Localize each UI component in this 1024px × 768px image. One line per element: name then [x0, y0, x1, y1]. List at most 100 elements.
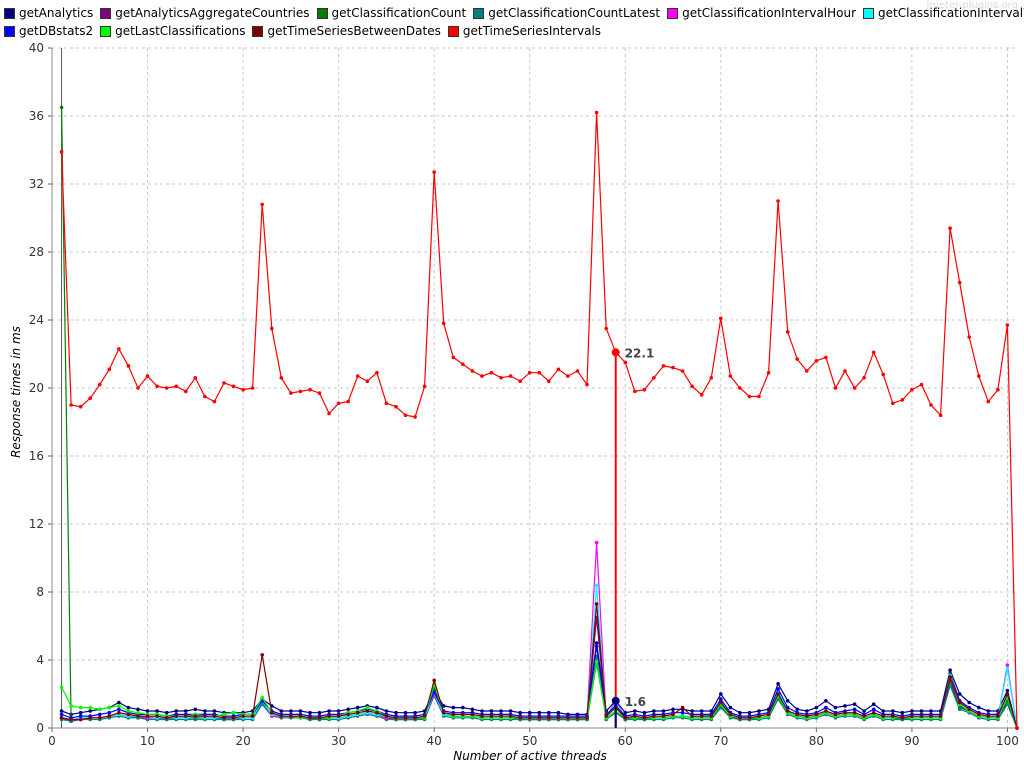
- data-point: [193, 707, 198, 712]
- data-point: [250, 714, 255, 718]
- data-point: [355, 710, 360, 715]
- data-point: [757, 714, 761, 718]
- data-point: [556, 710, 561, 715]
- data-point: [88, 705, 92, 710]
- data-point: [346, 712, 351, 717]
- data-point: [241, 387, 245, 392]
- legend-label: getAnalyticsAggregateCountries: [115, 6, 310, 20]
- data-point: [155, 384, 159, 389]
- data-point: [489, 370, 494, 375]
- data-point: [738, 386, 742, 390]
- data-point: [699, 393, 704, 397]
- data-point: [776, 199, 780, 203]
- data-point: [642, 716, 647, 720]
- data-point: [59, 709, 64, 713]
- data-point: [174, 714, 178, 718]
- data-point: [537, 710, 542, 715]
- legend-item-get-classification-interval-hour: getClassificationIntervalHour: [667, 6, 856, 20]
- data-point: [652, 376, 656, 380]
- data-point: [805, 369, 809, 373]
- data-point: [747, 394, 752, 399]
- data-point: [184, 709, 188, 713]
- data-point: [117, 707, 121, 712]
- data-point: [336, 401, 341, 406]
- data-point: [594, 644, 599, 649]
- data-point: [547, 716, 551, 720]
- data-point: [508, 709, 513, 713]
- data-point: [136, 386, 140, 390]
- data-point: [489, 709, 494, 713]
- legend-label: getTimeSeriesIntervals: [462, 24, 602, 38]
- chart-legend: getAnalytics getAnalyticsAggregateCountri…: [4, 4, 1024, 40]
- data-point: [566, 374, 570, 378]
- data-point: [193, 714, 198, 718]
- legend-swatch: [447, 25, 459, 37]
- x-tick-label: 20: [235, 734, 250, 748]
- annotation-label: 22.1: [625, 346, 655, 360]
- data-point: [852, 702, 857, 706]
- data-point: [461, 705, 465, 710]
- x-tick-label: 10: [140, 734, 155, 748]
- data-point: [680, 705, 685, 710]
- data-point: [719, 700, 723, 705]
- data-point: [594, 602, 599, 606]
- data-point: [441, 710, 446, 715]
- legend-label: getDBstats2: [19, 24, 94, 38]
- data-point: [719, 705, 723, 710]
- data-point: [843, 369, 847, 373]
- data-point: [556, 716, 561, 720]
- data-point: [231, 710, 236, 715]
- data-point: [642, 710, 647, 715]
- data-point: [184, 389, 188, 394]
- legend-swatch: [316, 7, 328, 19]
- legend-swatch: [667, 7, 679, 19]
- data-point: [403, 710, 408, 715]
- data-point: [298, 714, 303, 718]
- data-point: [308, 387, 312, 392]
- data-point: [432, 678, 437, 683]
- data-point: [852, 386, 857, 390]
- data-point: [432, 690, 437, 695]
- data-point: [929, 714, 933, 718]
- data-point: [289, 714, 293, 718]
- data-point: [633, 714, 637, 718]
- data-point: [757, 394, 761, 399]
- data-point: [98, 716, 102, 720]
- data-point: [212, 399, 217, 404]
- data-point: [145, 709, 150, 713]
- data-point: [728, 374, 733, 378]
- annotations: 22.1 1.6: [611, 346, 655, 728]
- data-point: [317, 710, 322, 715]
- data-point: [451, 705, 456, 710]
- data-point: [900, 710, 905, 715]
- data-point: [136, 714, 140, 718]
- data-point: [422, 384, 427, 389]
- data-point: [384, 401, 389, 406]
- data-point: [117, 347, 121, 351]
- data-point: [833, 386, 838, 390]
- x-tick-label: 60: [618, 734, 633, 748]
- legend-item-get-analytics: getAnalytics: [4, 6, 93, 20]
- data-point: [671, 712, 675, 717]
- data-point: [996, 714, 1000, 718]
- data-point: [623, 360, 628, 365]
- data-point: [222, 381, 226, 385]
- data-point: [747, 716, 752, 720]
- y-tick-label: 40: [29, 41, 44, 55]
- data-point: [843, 710, 847, 715]
- legend-swatch: [863, 7, 875, 19]
- legend-swatch: [100, 7, 112, 19]
- data-point: [222, 716, 226, 720]
- data-point: [709, 376, 714, 380]
- data-point: [977, 705, 981, 710]
- grid: [52, 47, 1017, 728]
- axes: 0 4 8 12 16 20 24 28 32 36 40 0 10 20 30 40 50 60 70 80 90 10…: [29, 41, 1019, 748]
- data-point: [78, 717, 83, 722]
- data-point: [833, 705, 838, 710]
- data-point: [547, 710, 551, 715]
- data-point: [98, 707, 102, 712]
- y-tick-label: 8: [36, 585, 44, 599]
- data-point: [317, 391, 322, 395]
- data-point: [948, 668, 952, 672]
- data-point: [680, 710, 685, 715]
